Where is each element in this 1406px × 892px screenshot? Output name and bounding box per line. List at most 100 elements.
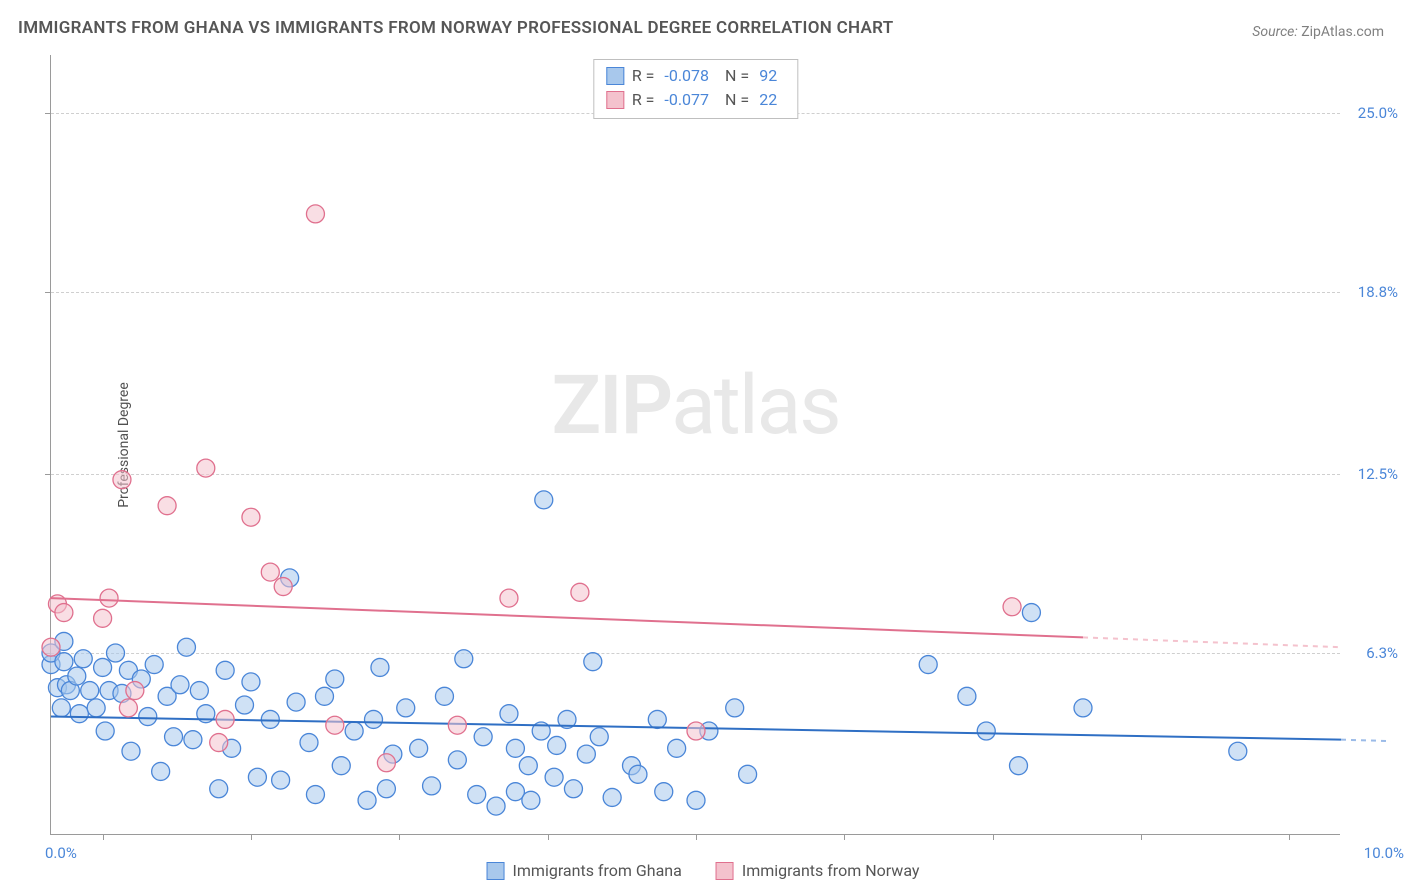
scatter-point [1022, 604, 1040, 622]
scatter-point [358, 791, 376, 809]
source-value: ZipAtlas.com [1301, 24, 1384, 40]
y-tick-label: 6.3% [1366, 644, 1398, 662]
scatter-point [474, 728, 492, 746]
scatter-point [87, 699, 105, 717]
scatter-point [410, 739, 428, 757]
scatter-point [326, 716, 344, 734]
plot-area: Professional Degree ZIPatlas 6.3%12.5%18… [50, 55, 1340, 835]
swatch-norway [606, 91, 624, 109]
scatter-point [326, 670, 344, 688]
legend-label-ghana: Immigrants from Ghana [513, 861, 682, 880]
trend-line-ext [1083, 637, 1341, 647]
x-tickmark [103, 834, 104, 840]
scatter-point [145, 656, 163, 674]
y-tick-label: 25.0% [1358, 104, 1398, 122]
n-value-norway: 22 [759, 88, 777, 112]
scatter-point [248, 768, 266, 786]
scatter-point [52, 699, 70, 717]
scatter-point [197, 459, 215, 477]
trend-line-ext [1341, 740, 1391, 741]
bottom-legend: Immigrants from Ghana Immigrants from No… [487, 861, 920, 880]
scatter-point [306, 205, 324, 223]
swatch-ghana [487, 862, 505, 880]
scatter-point [919, 656, 937, 674]
chart-title: IMMIGRANTS FROM GHANA VS IMMIGRANTS FROM… [18, 18, 893, 38]
scatter-point [377, 780, 395, 798]
source-label: Source: [1252, 24, 1297, 40]
scatter-point [126, 682, 144, 700]
x-tickmark [1289, 834, 1290, 840]
scatter-point [397, 699, 415, 717]
scatter-point [371, 658, 389, 676]
scatter-point [958, 687, 976, 705]
scatter-point [96, 722, 114, 740]
scatter-point [506, 739, 524, 757]
scatter-point [365, 710, 383, 728]
scatter-point [377, 754, 395, 772]
scatter-point [184, 731, 202, 749]
scatter-point [977, 722, 995, 740]
scatter-point [535, 491, 553, 509]
scatter-svg [51, 55, 1340, 834]
scatter-point [468, 786, 486, 804]
scatter-point [177, 638, 195, 656]
scatter-point [448, 716, 466, 734]
scatter-point [739, 765, 757, 783]
scatter-point [519, 757, 537, 775]
scatter-point [68, 667, 86, 685]
scatter-point [435, 687, 453, 705]
scatter-point [687, 791, 705, 809]
scatter-point [94, 658, 112, 676]
scatter-point [1003, 598, 1021, 616]
scatter-point [122, 742, 140, 760]
n-label: N = [725, 88, 749, 112]
scatter-point [216, 661, 234, 679]
scatter-point [272, 771, 290, 789]
scatter-point [171, 676, 189, 694]
scatter-point [42, 638, 60, 656]
scatter-point [629, 765, 647, 783]
r-label: R = [632, 88, 655, 112]
swatch-norway [716, 862, 734, 880]
trend-line [51, 598, 1083, 637]
x-tick-max: 10.0% [1364, 844, 1404, 862]
scatter-point [1074, 699, 1092, 717]
scatter-point [216, 710, 234, 728]
scatter-point [165, 728, 183, 746]
scatter-point [274, 578, 292, 596]
scatter-point [603, 788, 621, 806]
x-tickmark [696, 834, 697, 840]
scatter-point [107, 644, 125, 662]
scatter-point [687, 722, 705, 740]
scatter-point [139, 708, 157, 726]
x-tickmark [1141, 834, 1142, 840]
scatter-point [113, 471, 131, 489]
scatter-point [119, 699, 137, 717]
scatter-point [152, 762, 170, 780]
scatter-point [158, 497, 176, 515]
scatter-point [655, 783, 673, 801]
scatter-point [100, 589, 118, 607]
n-value-ghana: 92 [759, 64, 777, 88]
x-tick-min: 0.0% [45, 844, 77, 862]
scatter-point [548, 736, 566, 754]
scatter-point [455, 650, 473, 668]
y-tick-label: 18.8% [1358, 283, 1398, 301]
scatter-point [345, 722, 363, 740]
scatter-point [332, 757, 350, 775]
y-tick-label: 12.5% [1358, 465, 1398, 483]
stats-legend-box: R = -0.078 N = 92 R = -0.077 N = 22 [593, 59, 798, 119]
scatter-point [726, 699, 744, 717]
scatter-point [287, 693, 305, 711]
scatter-point [648, 710, 666, 728]
legend-label-norway: Immigrants from Norway [742, 861, 920, 880]
x-tickmark [844, 834, 845, 840]
scatter-point [522, 791, 540, 809]
scatter-point [190, 682, 208, 700]
scatter-point [545, 768, 563, 786]
scatter-point [500, 705, 518, 723]
r-value-norway: -0.077 [664, 88, 709, 112]
scatter-point [1010, 757, 1028, 775]
source-attribution: Source: ZipAtlas.com [1252, 24, 1384, 40]
scatter-point [315, 687, 333, 705]
